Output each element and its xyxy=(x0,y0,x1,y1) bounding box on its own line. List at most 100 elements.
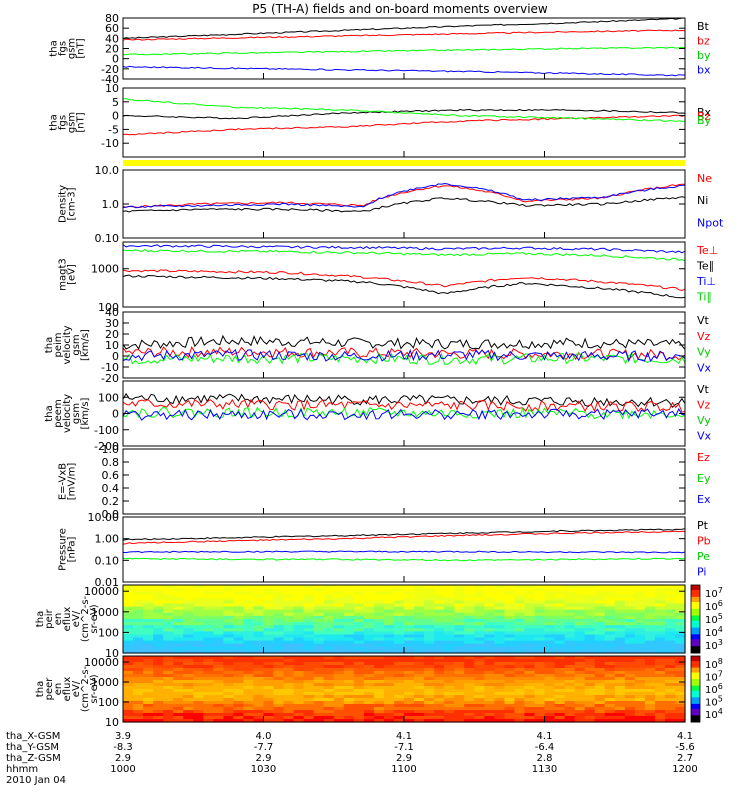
x-axis-value-y: -7.1 xyxy=(394,742,414,753)
spectrogram-cell xyxy=(133,713,144,717)
spectrogram-cell xyxy=(223,640,234,645)
spectrogram-cell xyxy=(634,622,646,626)
spectrogram-cell xyxy=(253,631,265,636)
spectrogram-cell xyxy=(383,680,395,684)
y-tick-label: -10 xyxy=(101,137,119,150)
spectrogram-cell xyxy=(363,665,375,669)
spectrogram-cell xyxy=(213,713,224,717)
spectrogram-cell xyxy=(173,674,184,678)
spectrogram-cell xyxy=(333,622,345,626)
spectrogram-cell xyxy=(504,612,515,617)
spectrogram-cell xyxy=(323,637,335,642)
spectrogram-cell xyxy=(253,662,265,666)
spectrogram-cell xyxy=(664,686,676,690)
spectrogram-cell xyxy=(203,668,214,672)
spectrogram-cell xyxy=(233,692,244,696)
spectrogram-cell xyxy=(333,680,345,684)
spectrogram-cell xyxy=(183,646,194,651)
spectrogram-cell xyxy=(283,680,295,684)
spectrogram-cell xyxy=(544,594,556,598)
spectrogram-cell xyxy=(464,640,475,645)
y-axis-label-line: peer xyxy=(44,677,55,701)
spectrogram-cell xyxy=(404,612,415,617)
spectrogram-cell xyxy=(554,686,566,690)
spectrogram-cell xyxy=(464,707,475,711)
spectrogram-cell xyxy=(434,683,445,687)
spectrogram-cell xyxy=(434,628,445,632)
spectrogram-cell xyxy=(273,643,285,648)
spectrogram-cell xyxy=(333,713,345,717)
spectrogram-cell xyxy=(233,695,244,699)
spectrogram-cell xyxy=(554,609,566,614)
spectrogram-cell xyxy=(183,686,194,690)
spectrogram-cell xyxy=(404,665,415,669)
spectrogram-cell xyxy=(373,609,385,614)
spectrogram-cell xyxy=(373,600,385,605)
colorbar-segment xyxy=(691,591,700,594)
spectrogram-cell xyxy=(624,677,636,681)
spectrogram-cell xyxy=(303,659,315,663)
spectrogram-cell xyxy=(313,628,325,632)
spectrogram-cell xyxy=(494,665,505,669)
spectrogram-cell xyxy=(434,677,445,681)
spectrogram-cell xyxy=(584,628,596,632)
spectrogram-cell xyxy=(544,631,556,636)
colorbar-segment xyxy=(691,647,700,651)
spectrogram-cell xyxy=(675,643,686,648)
spectrogram-cell xyxy=(594,609,606,614)
spectrogram-cell xyxy=(183,640,194,645)
spectrogram-cell xyxy=(604,677,616,681)
spectrogram-cell xyxy=(534,656,546,660)
spectrogram-cell xyxy=(664,662,676,666)
spectrogram-cell xyxy=(163,707,174,711)
spectrogram-cell xyxy=(504,622,515,626)
spectrogram-cell xyxy=(383,698,395,702)
spectrogram-cell xyxy=(343,588,355,592)
spectrogram-cell xyxy=(153,609,164,614)
spectrogram-cell xyxy=(253,677,265,681)
legend-label: Bz xyxy=(697,110,711,123)
spectrogram-cell xyxy=(213,631,224,636)
spectrogram-cell xyxy=(303,612,315,617)
spectrogram-cell xyxy=(574,671,586,675)
spectrogram-cell xyxy=(444,692,455,696)
spectrogram-cell xyxy=(303,603,315,608)
spectrogram-cell xyxy=(634,683,646,687)
colorbar-segment xyxy=(691,657,700,660)
spectrogram-cell xyxy=(564,710,576,714)
spectrogram-cell xyxy=(544,707,556,711)
spectrogram-cell xyxy=(213,612,224,617)
spectrogram-cell xyxy=(454,625,465,629)
spectrogram-cell xyxy=(634,625,646,629)
spectrogram-cell xyxy=(454,689,465,693)
spectrogram-cell xyxy=(263,588,275,592)
spectrogram-cell xyxy=(313,609,325,614)
spectrogram-cell xyxy=(133,674,144,678)
spectrogram-cell xyxy=(173,707,184,711)
spectrogram-cell xyxy=(273,615,285,620)
spectrogram-cell xyxy=(373,698,385,702)
spectrogram-cell xyxy=(133,612,144,617)
spectrogram-cell xyxy=(173,640,184,645)
spectrogram-cell xyxy=(524,719,535,723)
spectrogram-cell xyxy=(394,622,405,626)
spectrogram-cell xyxy=(434,701,445,705)
spectrogram-cell xyxy=(233,603,244,608)
spectrogram-cell xyxy=(544,719,556,723)
spectrogram-cell xyxy=(494,701,505,705)
spectrogram-cell xyxy=(273,656,285,660)
spectrogram-cell xyxy=(584,603,596,608)
spectrogram-cell xyxy=(534,680,546,684)
spectrogram-cell xyxy=(163,671,174,675)
spectrogram-cell xyxy=(594,689,606,693)
spectrogram-cell xyxy=(644,637,656,642)
spectrogram-cell xyxy=(444,643,455,648)
spectrogram-cell xyxy=(183,585,194,589)
spectrogram-cell xyxy=(243,619,254,623)
colorbar-segment xyxy=(691,622,700,625)
spectrogram-cell xyxy=(293,612,305,617)
spectrogram-cell xyxy=(544,659,556,663)
spectrogram-cell xyxy=(123,646,134,651)
spectrogram-cell xyxy=(223,606,234,611)
spectrogram-cell xyxy=(414,637,425,642)
